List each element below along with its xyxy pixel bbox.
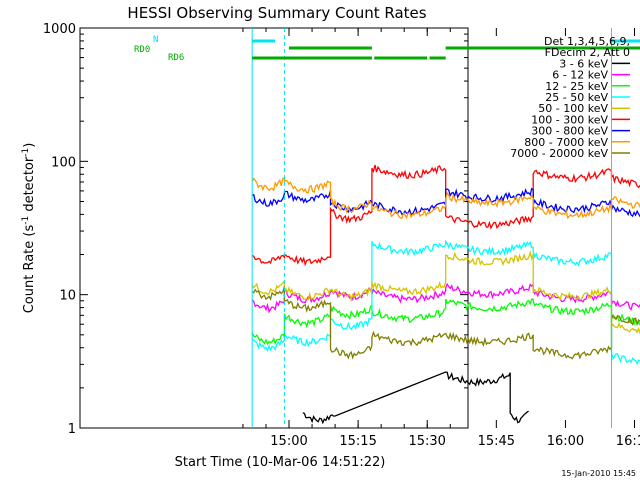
y-label-part-1: Count Rate (s [22,225,37,314]
y-axis: 1 10 100 1000 [43,22,468,437]
legend-label: 800 - 7000 keV [524,136,608,149]
plot-frame [79,27,469,429]
series-8 [251,286,640,360]
series-6 [252,187,640,218]
x-tick-label: 16:00 [547,434,584,449]
legend-label: 6 - 12 keV [552,69,608,82]
legend-label: 50 - 100 keV [538,102,608,115]
legend-label: 100 - 300 keV [531,113,608,126]
series-line [251,282,640,314]
series-line [251,164,640,267]
series-line [251,286,640,360]
series-line [251,250,640,335]
series-5 [251,164,640,267]
series-3 [251,239,640,366]
y-tick-label: 1 [68,422,76,437]
x-tick-label: 15:15 [339,434,376,449]
series-2 [251,298,640,346]
x-tick-label: 15:45 [478,434,515,449]
y-axis-label: Count Rate (s-1 detector-1) [21,143,37,314]
series-line [251,177,640,220]
rd6-annotation: RD6 [168,53,184,63]
series-line [251,298,640,346]
legend-header: FDecim 2, Att 0 [545,46,630,59]
series-7 [251,177,640,220]
chart-title: HESSI Observing Summary Count Rates [127,4,426,22]
x-tick-label: 16:15 [616,434,640,449]
series-4 [251,250,640,335]
series-line [251,239,640,366]
x-tick-label: 15:30 [408,434,445,449]
series-layer [251,164,640,425]
legend-label: 300 - 800 keV [531,125,608,138]
y-label-part-2: detector [22,156,37,216]
y-label-sup-1: -1 [21,216,31,225]
y-label-part-3: ) [22,143,37,148]
series-0 [302,371,529,425]
legend-label: 25 - 50 keV [545,91,608,104]
y-tick-label: 100 [51,155,76,170]
n-annotation: N [153,35,158,45]
legend: Det 1,3,4,5,6,9,FDecim 2, Att 03 - 6 keV… [510,35,630,160]
series-line [302,371,529,425]
footer-date: 15-Jan-2010 15:45 [561,469,636,478]
rd0-annotation: RD0 [134,45,150,55]
legend-label: 3 - 6 keV [559,57,608,70]
legend-header: Det 1,3,4,5,6,9, [544,35,630,48]
legend-label: 12 - 25 keV [545,80,608,93]
y-tick-label: 10 [59,289,76,304]
y-label-sup-2: -1 [21,148,31,157]
series-1 [251,282,640,314]
legend-label: 7000 - 20000 keV [510,147,608,160]
y-tick-label: 1000 [43,22,76,37]
x-tick-label: 15:00 [270,434,307,449]
series-line [252,187,640,218]
x-axis-label: Start Time (10-Mar-06 14:51:22) [175,455,386,470]
